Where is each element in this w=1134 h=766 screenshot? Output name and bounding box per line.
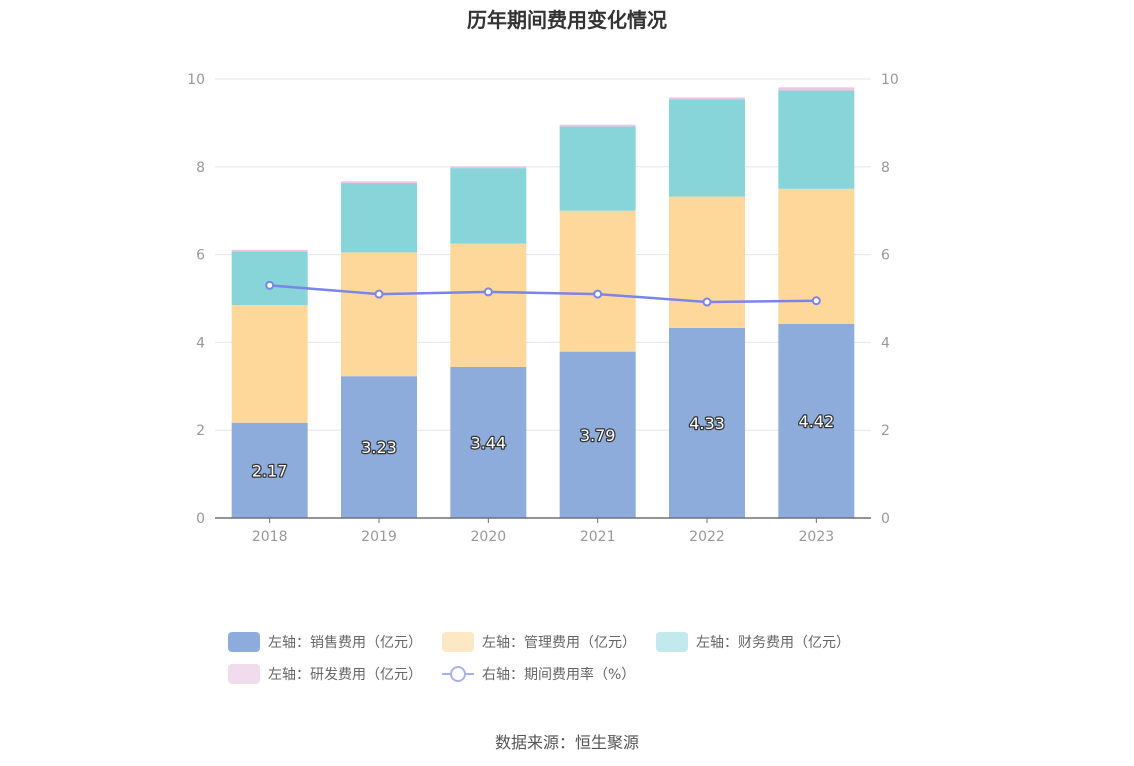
bar-value-label: 3.23 [361, 438, 397, 457]
bar-sales-2020 [450, 366, 527, 518]
y-right-tick-label: 6 [881, 248, 890, 264]
bar-rd-2018 [231, 249, 308, 252]
chart-canvas: 0 2 4 6 8 10 0 2 4 6 8 10 2018 2019 2020 2021 2022 2023 2… [187, 72, 899, 545]
bar-admin-2019 [341, 252, 417, 377]
bar-finance-2018 [231, 251, 308, 306]
bar-finance-2019 [341, 183, 417, 253]
bar-sales-2021 [559, 351, 636, 518]
bar-value-label: 3.79 [580, 426, 616, 445]
y-left-tick-label: 4 [196, 335, 205, 351]
y-left-tick-label: 8 [196, 160, 205, 176]
bar-finance-2023 [778, 90, 855, 189]
bar-finance-2022 [669, 99, 745, 197]
rate-point-2020 [483, 287, 493, 297]
chart-legend: 左轴：销售费用（亿元） 左轴：管理费用（亿元） 左轴：财务费用（亿元） 左轴：研… [228, 631, 928, 685]
x-tick-label: 2018 [252, 529, 288, 545]
legend-label-sales: 左轴：销售费用（亿元） [268, 635, 422, 651]
bar-rd-2022 [669, 97, 745, 100]
legend-line-marker-icon [442, 664, 474, 684]
legend-swatch-rd [228, 664, 260, 684]
bar-value-label: 4.42 [799, 412, 835, 431]
bar-finance-2020 [450, 168, 527, 244]
legend-label-rd: 左轴：研发费用（亿元） [268, 667, 422, 683]
rate-line-series [265, 280, 821, 307]
x-tick-label: 2022 [689, 529, 725, 545]
bar-value-label: 4.33 [689, 414, 725, 433]
rate-point-2019 [374, 289, 384, 299]
bar-admin-2021 [559, 210, 636, 352]
legend-item-finance[interactable]: 左轴：财务费用（亿元） [656, 631, 850, 653]
legend-swatch-admin [442, 632, 474, 652]
bar-sales-2022 [669, 327, 745, 518]
legend-swatch-finance [656, 632, 688, 652]
bar-rd-2019 [341, 181, 417, 184]
bar-admin-2022 [669, 196, 745, 328]
x-tick-label: 2021 [580, 529, 616, 545]
bar-rd-2021 [559, 124, 636, 127]
axes: 0 2 4 6 8 10 0 2 4 6 8 10 2018 2019 2020 2021 2022 2023 [187, 72, 899, 545]
rate-point-2023 [811, 296, 821, 306]
y-left-tick-label: 10 [187, 72, 205, 88]
legend-item-admin[interactable]: 左轴：管理费用（亿元） [442, 631, 636, 653]
y-right-tick-label: 4 [881, 335, 890, 351]
y-left-tick-label: 0 [196, 511, 205, 527]
legend-item-rate[interactable]: 右轴：期间费用率（%） [442, 663, 635, 685]
rate-point-2022 [702, 297, 712, 307]
rate-point-2018 [265, 280, 275, 290]
y-right-tick-label: 2 [881, 423, 890, 439]
bar-admin-2018 [231, 305, 308, 423]
bar-value-label: 3.44 [471, 433, 507, 452]
data-source-note: 数据来源：恒生聚源 [494, 733, 639, 752]
bar-data-labels: 2.17 3.23 3.44 3.79 4.33 4.42 [251, 411, 836, 482]
bar-rd-2023 [778, 87, 855, 91]
y-right-tick-label: 8 [881, 160, 890, 176]
legend-label-rate: 右轴：期间费用率（%） [482, 667, 636, 683]
chart-title: 历年期间费用变化情况 [467, 8, 667, 32]
y-left-tick-label: 6 [196, 248, 205, 264]
bar-series [231, 87, 855, 518]
bar-value-label: 2.17 [252, 461, 288, 480]
x-tick-label: 2020 [471, 529, 507, 545]
x-tick-label: 2019 [361, 529, 397, 545]
bar-sales-2023 [778, 323, 855, 518]
rate-point-2021 [593, 289, 603, 299]
bar-sales-2019 [341, 376, 417, 518]
bar-admin-2020 [450, 243, 527, 367]
legend-item-rd[interactable]: 左轴：研发费用（亿元） [228, 663, 422, 685]
legend-label-finance: 左轴：财务费用（亿元） [696, 635, 850, 651]
y-left-tick-label: 2 [196, 423, 205, 439]
y-right-tick-label: 0 [881, 511, 890, 527]
legend-label-admin: 左轴：管理费用（亿元） [482, 635, 636, 651]
rate-line [269, 284, 817, 304]
bar-rd-2020 [450, 166, 527, 169]
legend-item-sales[interactable]: 左轴：销售费用（亿元） [228, 631, 422, 653]
y-right-tick-label: 10 [881, 72, 899, 88]
bar-sales-2018 [231, 422, 308, 518]
bar-finance-2021 [559, 126, 636, 211]
legend-swatch-sales [228, 632, 260, 652]
x-tick-label: 2023 [799, 529, 835, 545]
grid-lines [215, 78, 871, 431]
